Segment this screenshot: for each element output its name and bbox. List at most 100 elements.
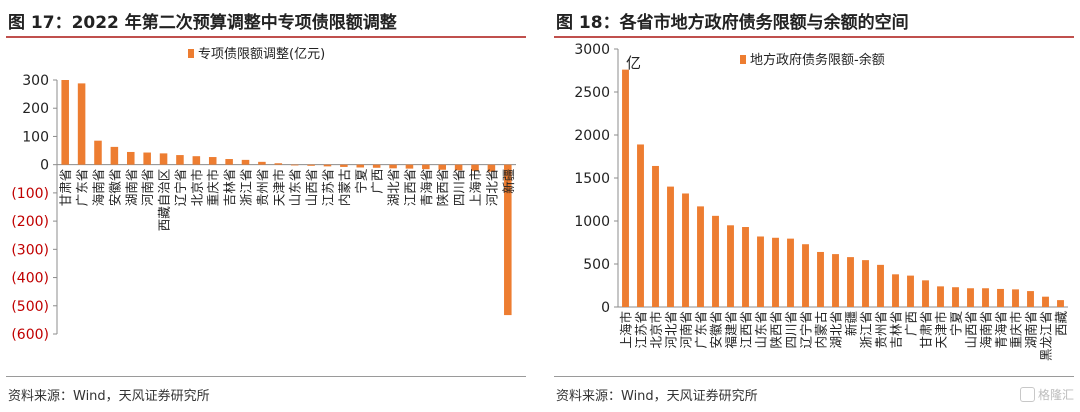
- y-tick-label: 0: [40, 158, 49, 174]
- bar-甘肃省: [922, 280, 929, 307]
- bar-青海省: [997, 288, 1004, 307]
- legend-label: 地方政府债务限额-余额: [750, 52, 885, 68]
- x-tick-label: 海南省: [91, 169, 106, 207]
- x-tick-label: 福建省: [724, 311, 739, 349]
- bar-浙江省: [241, 159, 250, 165]
- right-figure-title: 图 18：各省市地方政府债务限额与余额的空间: [556, 13, 909, 33]
- x-tick-label: 宁夏: [353, 168, 368, 194]
- x-tick-label: 天津市: [271, 169, 286, 207]
- bar-西藏自治区: [159, 153, 168, 165]
- y-tick-label: (300): [11, 242, 49, 258]
- x-tick-label: 山西省: [964, 311, 979, 349]
- x-tick-label: 浙江省: [239, 169, 254, 207]
- left-title-rule: [6, 36, 526, 38]
- y-tick-label: (200): [11, 214, 49, 230]
- x-tick-label: 上海市: [468, 169, 483, 207]
- x-tick-label: 河南省: [679, 311, 694, 349]
- x-tick-label: 江西省: [739, 311, 754, 349]
- x-tick-label: 四川省: [452, 169, 467, 207]
- legend: 地方政府债务限额-余额: [740, 52, 885, 68]
- y-tick-label: 100: [22, 129, 49, 145]
- bar-上海市: [622, 69, 629, 307]
- bar-陕西省: [772, 237, 779, 307]
- x-tick-label: 山西省: [304, 169, 319, 207]
- x-tick-label: 辽宁省: [173, 169, 188, 207]
- x-tick-label: 西藏: [1054, 311, 1069, 337]
- right-figure-panel: 图 18：各省市地方政府债务限额与余额的空间 3000 2500 2000 1500 1…: [548, 0, 1080, 412]
- bar-湖北省: [832, 254, 839, 307]
- x-tick-label: 西藏自治区: [157, 169, 172, 232]
- x-tick-label: 四川省: [784, 311, 799, 349]
- x-tick-label: 贵州省: [874, 311, 889, 349]
- x-tick-label: 安徽省: [107, 169, 122, 207]
- y-tick-label: 0: [601, 300, 610, 316]
- y-tick-label: 2500: [574, 85, 610, 101]
- bar-内蒙古: [340, 164, 348, 167]
- x-tick-label: 甘肃省: [919, 311, 934, 349]
- bar-西藏: [1057, 300, 1064, 307]
- bar-安徽省: [712, 215, 719, 307]
- x-tick-label: 江西省: [402, 169, 417, 207]
- right-bar-chart: 300025002000150010005000上海市 江苏省 北京市 河北省 河南省广…: [574, 42, 1069, 361]
- bar-重庆市: [1012, 289, 1019, 307]
- bar-宁夏: [952, 287, 959, 307]
- x-tick-label: 吉林省: [889, 311, 904, 349]
- y-tick-label: (500): [11, 299, 49, 315]
- right-title-rule: [554, 36, 1074, 38]
- bar-上海市: [471, 164, 479, 171]
- x-tick-label: 河北省: [664, 311, 679, 349]
- bar-浙江省: [862, 260, 869, 307]
- x-tick-label: 青海省: [994, 311, 1009, 349]
- bar-安徽省: [110, 146, 119, 165]
- bar-江苏省: [323, 164, 332, 167]
- bar-广东省: [77, 83, 86, 165]
- x-tick-label: 北京市: [189, 169, 204, 207]
- bar-吉林省: [892, 274, 899, 307]
- bar-海南省: [94, 140, 102, 165]
- y-tick-label: 2000: [574, 128, 610, 144]
- watermark-logo-icon: [1019, 387, 1035, 402]
- y-tick-label: 3000: [574, 42, 610, 58]
- x-tick-label: 黑龙江省: [1039, 311, 1054, 361]
- bar-湖北省: [389, 164, 397, 169]
- bar-贵州省: [258, 161, 266, 165]
- y-tick-label: 200: [22, 101, 49, 117]
- bar-福建省: [727, 225, 734, 307]
- bar-四川省: [787, 238, 794, 307]
- y-tick-label: 1000: [574, 214, 610, 230]
- x-tick-label: 湖北省: [829, 311, 844, 349]
- x-tick-label: 山东省: [754, 311, 769, 349]
- left-source-note: 资料来源：Wind，天风证券研究所: [8, 389, 210, 404]
- legend-swatch: [188, 49, 194, 58]
- x-tick-label: 贵州省: [255, 169, 270, 207]
- x-tick-label: 海南省: [979, 311, 994, 349]
- bar-河南省: [682, 193, 689, 307]
- bar-山东省: [290, 164, 299, 166]
- legend-label: 专项债限额调整(亿元): [198, 47, 325, 62]
- bar-山西省: [307, 164, 315, 166]
- bar-黑龙江省: [1042, 296, 1049, 307]
- x-tick-label: 青海省: [419, 169, 434, 207]
- bar-贵州省: [877, 264, 884, 307]
- x-tick-label: 安徽省: [709, 311, 724, 349]
- bar-湖南省: [1027, 291, 1034, 307]
- bar-广西: [907, 275, 914, 307]
- x-tick-label: 江苏省: [320, 169, 335, 207]
- watermark: 格隆汇: [1019, 386, 1074, 403]
- y-tick-label: 1500: [574, 171, 610, 187]
- bar-广东省: [697, 206, 704, 307]
- bar-新疆: [847, 257, 854, 307]
- x-tick-label: 内蒙古: [337, 169, 352, 207]
- bar-江西省: [742, 227, 749, 307]
- right-source-note: 资料来源：Wind，天风证券研究所: [556, 389, 758, 404]
- bar-山西省: [967, 288, 974, 307]
- bar-重庆市: [208, 157, 217, 165]
- x-tick-label: 广西: [370, 169, 385, 194]
- bar-河北省: [667, 186, 674, 307]
- x-tick-label: 甘肃省: [58, 169, 73, 207]
- bar-江西省: [405, 164, 414, 169]
- x-tick-label: 浙江省: [859, 311, 874, 349]
- bar-河北省: [487, 164, 496, 172]
- x-tick-label: 河北省: [484, 169, 499, 207]
- bar-北京市: [192, 156, 201, 165]
